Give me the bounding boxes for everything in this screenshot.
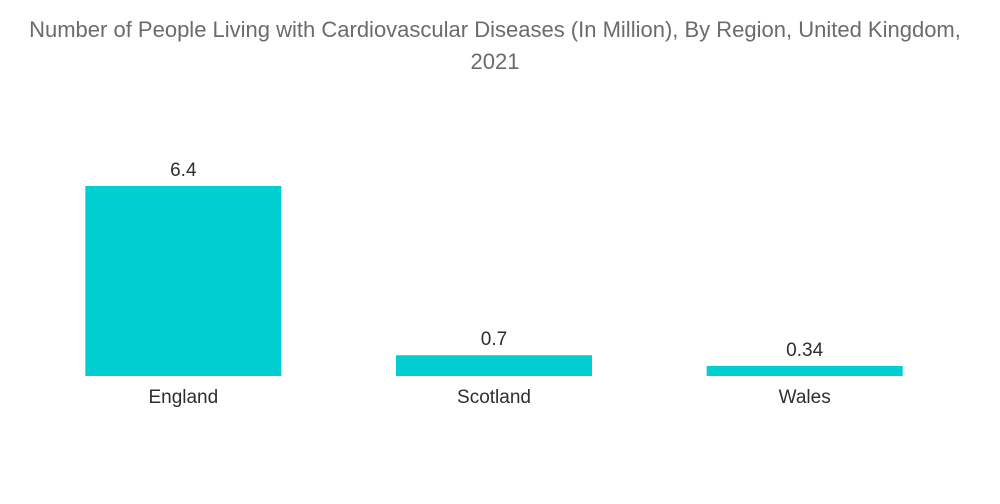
x-tick-label-scotland: Scotland	[457, 387, 531, 408]
x-tick-label-wales: Wales	[779, 387, 831, 408]
value-label-wales: 0.34	[786, 340, 823, 361]
x-tick-label-england: England	[148, 387, 218, 408]
bar-scotland	[396, 355, 592, 376]
bar-wales	[706, 365, 903, 376]
value-label-england: 6.4	[170, 160, 197, 181]
value-label-scotland: 0.7	[481, 329, 507, 350]
bar-england	[85, 186, 282, 376]
chart-title: Number of People Living with Cardiovascu…	[29, 17, 961, 74]
